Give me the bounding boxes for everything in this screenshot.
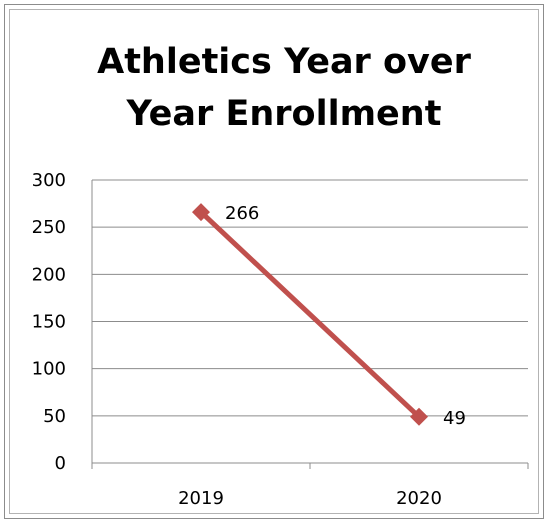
data-point: [192, 203, 210, 222]
x-tick-label: 2019: [178, 488, 224, 509]
data-point: [410, 407, 428, 426]
series-line: [199, 210, 421, 419]
y-tick-label: 100: [32, 359, 66, 380]
y-tick-label: 50: [43, 406, 66, 427]
y-tick-label: 200: [32, 264, 66, 285]
chart-area: [9, 9, 539, 514]
data-label: 266: [225, 203, 259, 224]
chart-title-line-2: Year Enrollment: [126, 94, 442, 134]
y-tick-label: 0: [55, 453, 66, 474]
chart-frame: [4, 4, 544, 519]
x-tick-label: 2020: [396, 488, 442, 509]
y-tick-label: 250: [32, 217, 66, 238]
chart-title-line-1: Athletics Year over: [97, 42, 471, 82]
y-tick-label: 150: [32, 312, 66, 333]
y-tick-label: 300: [32, 170, 66, 191]
chart-title: Athletics Year over Year Enrollment: [10, 36, 548, 140]
data-label: 49: [443, 408, 466, 429]
